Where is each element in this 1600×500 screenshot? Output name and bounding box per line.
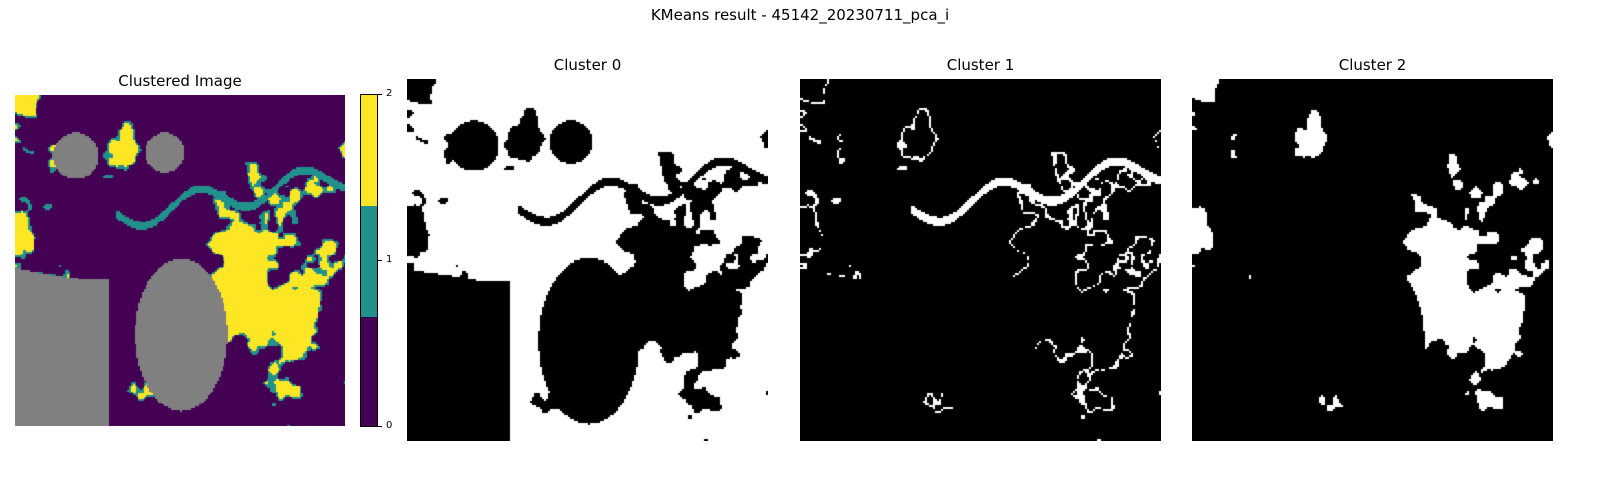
- cluster-2-mask-image: [1192, 79, 1553, 441]
- cluster-0-mask-image: [407, 79, 768, 441]
- colorbar-tick-2: [378, 94, 382, 95]
- panel-cluster-0-title: Cluster 0: [553, 56, 622, 74]
- colorbar-tick-0: [378, 426, 382, 427]
- panel-cluster-2-title: Cluster 2: [1338, 56, 1407, 74]
- colorbar-label-0: 0: [386, 420, 393, 431]
- colorbar: [360, 94, 378, 427]
- colorbar-label-1: 1: [386, 254, 393, 265]
- colorbar-label-2: 2: [386, 88, 393, 99]
- figure-title: KMeans result - 45142_20230711_pca_i: [650, 6, 950, 24]
- colorbar-segment-2: [361, 95, 377, 206]
- colorbar-segment-1: [361, 206, 377, 317]
- cluster-1-mask-image: [800, 79, 1161, 441]
- clustered-image: [15, 95, 345, 426]
- colorbar-segment-0: [361, 317, 377, 426]
- colorbar-tick-1: [378, 260, 382, 261]
- panel-cluster-1-title: Cluster 1: [946, 56, 1015, 74]
- panel-clustered-title: Clustered Image: [118, 72, 242, 90]
